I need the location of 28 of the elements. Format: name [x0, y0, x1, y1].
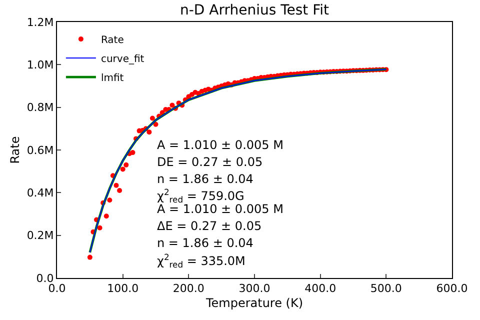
- x-tick-label: 100.0: [107, 282, 139, 296]
- annotation: n = 1.86 ± 0.04: [157, 172, 254, 186]
- annotation: A = 1.010 ± 0.005 M: [157, 138, 284, 152]
- annotation: n = 1.86 ± 0.04: [157, 236, 254, 250]
- y-tick-label: 0.8M: [26, 101, 54, 114]
- x-tick-label: 300.0: [238, 282, 270, 296]
- legend-label: Rate: [100, 34, 124, 46]
- legend-label: curve_fit: [100, 54, 144, 65]
- annotation: ΔE = 0.27 ± 0.05: [157, 219, 262, 233]
- annotation: χ$^{2}$$_{red}$ = 759.0G: [157, 187, 244, 205]
- y-tick-label: 0.0: [36, 272, 54, 285]
- y-tick-label: 0.2M: [26, 229, 54, 242]
- annotation: A = 1.010 ± 0.005 M: [157, 202, 284, 216]
- y-tick-label: 1.0M: [26, 58, 54, 72]
- x-tick-label: 500.0: [370, 282, 402, 296]
- legend-label: lmfit: [100, 72, 124, 84]
- x-tick-label: 0.0: [48, 282, 66, 296]
- annotation: DE = 0.27 ± 0.05: [157, 155, 263, 169]
- x-axis-title: Temperature (K): [204, 296, 304, 310]
- x-tick-label: 600.0: [436, 282, 468, 296]
- x-tick-label: 400.0: [304, 282, 336, 296]
- chart-title: n-D Arrhenius Test Fit: [180, 2, 330, 19]
- y-tick-label: 0.6M: [26, 144, 54, 157]
- y-tick-label: 0.4M: [26, 186, 54, 200]
- x-tick-label: 200.0: [172, 282, 204, 296]
- y-axis-title: Rate: [8, 136, 22, 164]
- annotation: χ$^{2}$$_{red}$ = 335.0M: [157, 252, 246, 270]
- y-tick-label: 1.2M: [26, 16, 54, 29]
